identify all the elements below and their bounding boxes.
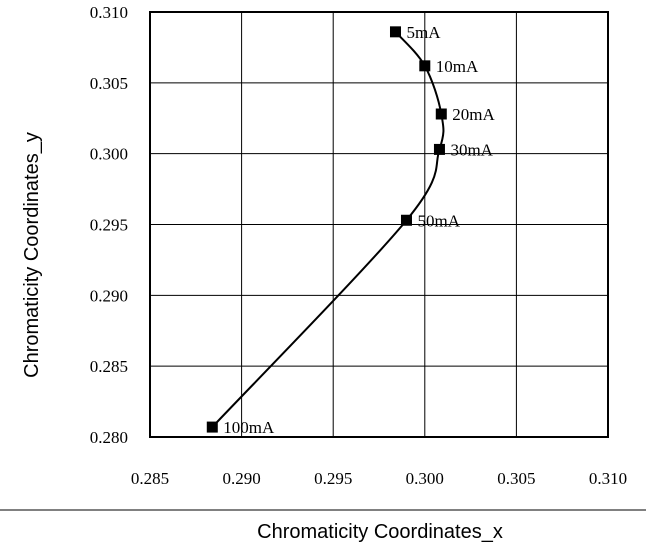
x-tick-label: 0.300 [406, 469, 444, 488]
data-marker [433, 143, 445, 155]
data-point-label: 30mA [450, 140, 493, 159]
data-marker [206, 421, 218, 433]
plot-frame [149, 11, 609, 438]
y-axis-title: Chromaticity Coordinates_y [21, 132, 43, 378]
tick-labels: 0.285 0.290 0.295 0.300 0.305 0.310 0.280 0.285… [90, 3, 627, 488]
data-point-label: 20mA [452, 105, 495, 124]
y-tick-label: 0.310 [90, 3, 128, 22]
data-marker [419, 60, 431, 72]
x-tick-label: 0.285 [131, 469, 169, 488]
data-marker [435, 108, 447, 120]
data-marker [400, 214, 412, 226]
grid-lines [150, 12, 608, 437]
data-point-label: 100mA [223, 418, 275, 437]
data-marker [389, 26, 401, 38]
data-point-label: 10mA [436, 57, 479, 76]
y-tick-label: 0.305 [90, 74, 128, 93]
data-point-label: 5mA [406, 23, 441, 42]
y-tick-label: 0.295 [90, 216, 128, 235]
series-line [211, 31, 445, 428]
y-tick-label: 0.280 [90, 428, 128, 447]
data-point-labels: 5mA 10mA 20mA 30mA 50mA 100mA [223, 23, 495, 437]
x-tick-label: 0.295 [314, 469, 352, 488]
data-point-label: 50mA [417, 211, 460, 230]
y-tick-label: 0.300 [90, 145, 128, 164]
x-tick-label: 0.310 [589, 469, 627, 488]
x-axis-title: Chromaticity Coordinates_x [257, 521, 503, 543]
y-tick-label: 0.290 [90, 286, 128, 305]
y-tick-label: 0.285 [90, 357, 128, 376]
x-tick-label: 0.290 [222, 469, 260, 488]
x-tick-label: 0.305 [497, 469, 535, 488]
data-markers [206, 26, 447, 433]
